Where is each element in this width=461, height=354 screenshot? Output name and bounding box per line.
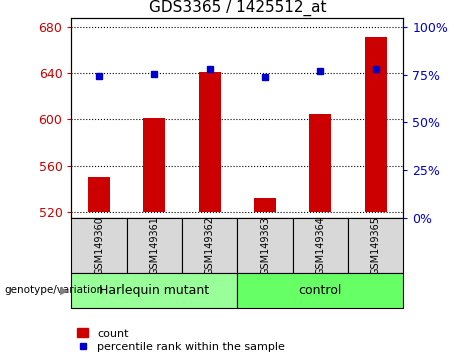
Bar: [71, 218, 127, 273]
Text: genotype/variation: genotype/variation: [5, 285, 104, 295]
Bar: [199, 72, 221, 212]
Title: GDS3365 / 1425512_at: GDS3365 / 1425512_at: [148, 0, 326, 16]
Bar: [143, 118, 165, 212]
Bar: [254, 198, 276, 212]
Text: GSM149365: GSM149365: [371, 216, 381, 275]
Text: ▶: ▶: [60, 285, 68, 295]
Text: Harlequin mutant: Harlequin mutant: [100, 284, 209, 297]
Bar: [348, 218, 403, 273]
Text: GSM149364: GSM149364: [315, 216, 325, 275]
Bar: [365, 38, 387, 212]
Legend: count, percentile rank within the sample: count, percentile rank within the sample: [77, 329, 285, 352]
Bar: [237, 273, 403, 308]
Text: GSM149363: GSM149363: [260, 216, 270, 275]
Bar: [127, 218, 182, 273]
Bar: [293, 218, 348, 273]
Bar: [182, 218, 237, 273]
Bar: [309, 114, 331, 212]
Text: control: control: [299, 284, 342, 297]
Text: GSM149362: GSM149362: [205, 216, 215, 275]
Bar: [71, 273, 237, 308]
Bar: [88, 177, 110, 212]
Text: GSM149361: GSM149361: [149, 216, 160, 275]
Text: GSM149360: GSM149360: [94, 216, 104, 275]
Bar: [237, 218, 293, 273]
